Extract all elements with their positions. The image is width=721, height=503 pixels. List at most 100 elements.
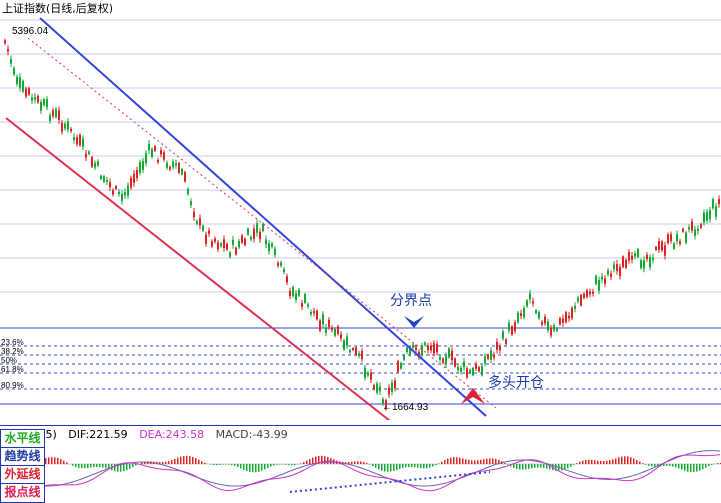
candle-body (712, 199, 714, 209)
candle-body (121, 194, 123, 201)
downtrend-lower-line[interactable] (5, 117, 404, 420)
candle-body (277, 262, 279, 266)
macd-bar (525, 464, 527, 470)
macd-bar (546, 464, 548, 469)
candle-body (538, 311, 540, 319)
macd-bar (519, 464, 521, 470)
candle-body (481, 365, 483, 376)
tool-trend-line[interactable]: 趋势线 (1, 448, 44, 466)
macd-bar (459, 457, 461, 464)
macd-bar (177, 457, 179, 464)
candle-body (433, 343, 435, 354)
macd-bar (528, 464, 530, 469)
candle-body (355, 347, 357, 355)
fibonacci-levels: 23.6%38.2%50%61.8% 80.9% (0, 327, 721, 405)
drawing-toolbox: 水平线 趋势线 外延线 报点线 (0, 429, 45, 503)
macd-bar (114, 464, 116, 472)
macd-bar (93, 464, 95, 468)
macd-bar (381, 464, 383, 471)
candle-body (679, 241, 681, 244)
macd-bar (711, 464, 713, 465)
candle-body (691, 221, 693, 231)
tool-extension-line[interactable]: 外延线 (1, 466, 44, 484)
macd-bar (579, 461, 581, 464)
macd-bar (387, 464, 389, 472)
macd-bar (414, 464, 416, 468)
macd-bar (132, 464, 134, 468)
macd-bar (189, 456, 191, 464)
extension-dotted-line[interactable] (27, 37, 497, 409)
candle-body (289, 290, 291, 297)
candle-body (193, 211, 195, 218)
macd-bar (174, 458, 176, 464)
macd-bar (81, 464, 83, 469)
macd-trend-dotted-line[interactable] (289, 471, 491, 493)
tool-price-line[interactable]: 报点线 (4, 485, 41, 499)
candle-body (100, 175, 102, 180)
macd-bar (249, 464, 251, 472)
candle-body (682, 228, 684, 232)
candle-body (25, 88, 27, 97)
macd-bar (348, 461, 350, 464)
macd-bar (582, 460, 584, 464)
candle-body (82, 138, 84, 147)
candle-body (457, 366, 459, 371)
open-long-label: 多头开仓 (488, 374, 544, 390)
macd-bar (399, 464, 401, 469)
macd-bar (663, 464, 665, 467)
candle-body (133, 173, 135, 183)
candle-body (16, 76, 18, 84)
candle-body (142, 161, 144, 170)
macd-bar (612, 459, 614, 464)
candle-body (391, 382, 393, 393)
boundary-point-label: 分界点 (390, 292, 432, 308)
candle-body (367, 372, 369, 376)
macd-bar (198, 459, 200, 464)
tool-horizontal-line[interactable]: 水平线 (1, 430, 44, 448)
candle-body (310, 312, 312, 315)
candle-body (385, 400, 387, 410)
macd-bar (549, 464, 551, 470)
macd-bar (435, 464, 437, 466)
candle-body (343, 340, 345, 350)
candle-body (499, 346, 501, 351)
candle-body (268, 243, 270, 252)
candle-body (430, 345, 432, 351)
fib-level-label: 50% (1, 356, 17, 365)
macd-bar (705, 464, 707, 468)
candle-body (427, 346, 429, 350)
candle-body (397, 361, 399, 373)
candle-body (22, 80, 24, 92)
candle-body (472, 367, 474, 376)
candle-body (163, 152, 165, 160)
candle-body (496, 341, 498, 350)
candle-body (526, 300, 528, 307)
candle-body (334, 328, 336, 336)
candle-body (616, 263, 618, 272)
macd-chart[interactable] (0, 444, 721, 503)
candle-body (484, 356, 486, 364)
candle-body (601, 276, 603, 280)
open-long-arrow-icon (461, 388, 485, 404)
candlestick-chart[interactable]: 上证指数(日线,后复权) 23.6%38.2%50%61.8% 80.9% 539… (0, 0, 721, 420)
candle-body (118, 191, 120, 195)
macd-bar (78, 464, 80, 468)
candle-body (61, 122, 63, 132)
macd-bar (51, 457, 53, 464)
macd-bar (651, 464, 653, 467)
candle-body (67, 121, 69, 130)
macd-bar (450, 457, 452, 464)
macd-bar (384, 464, 386, 472)
candle-body (346, 336, 348, 346)
downtrend-upper-line[interactable] (39, 17, 487, 417)
candle-body (49, 115, 51, 122)
candle-body (169, 166, 171, 170)
candle-body (361, 350, 363, 360)
macd-value: MACD:-43.99 (215, 428, 288, 441)
macd-bar (657, 464, 659, 467)
macd-bar (159, 462, 161, 464)
candle-body (490, 350, 492, 360)
macd-bar (453, 457, 455, 464)
macd-bar (288, 464, 290, 465)
macd-bar (87, 464, 89, 468)
